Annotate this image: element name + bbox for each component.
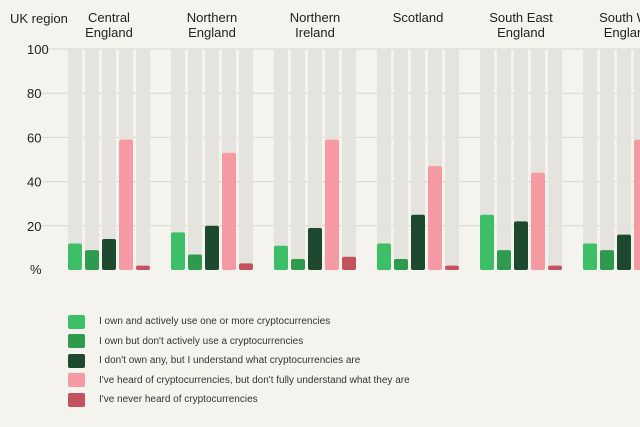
bar-background — [239, 49, 253, 270]
bar — [531, 172, 545, 270]
bar — [119, 139, 133, 270]
bar-background — [617, 49, 631, 270]
bar-background — [85, 49, 99, 270]
region-label-line: England — [85, 25, 133, 40]
bar — [239, 263, 253, 270]
bar — [411, 214, 425, 270]
legend-swatch — [68, 314, 85, 329]
bar — [497, 250, 511, 270]
bar-background — [308, 49, 322, 270]
region-label: Scotland — [393, 10, 444, 25]
bar-background — [102, 49, 116, 270]
region-label-line: England — [188, 25, 236, 40]
bar — [634, 139, 640, 270]
bar-background — [394, 49, 408, 270]
bar — [205, 225, 219, 270]
legend-item: I own but don't actively use a cryptocur… — [68, 332, 410, 352]
legend-item: I own and actively use one or more crypt… — [68, 312, 410, 332]
bar — [136, 265, 150, 270]
legend-label: I don't own any, but I understand what c… — [99, 355, 361, 367]
legend-swatch — [68, 353, 85, 368]
bar — [85, 250, 99, 270]
legend-label: I own but don't actively use a cryptocur… — [99, 335, 304, 347]
bar — [274, 245, 288, 270]
bar-background — [377, 49, 391, 270]
x-axis-title: UK region — [10, 11, 68, 26]
legend-label: I own and actively use one or more crypt… — [99, 316, 331, 328]
region-label: Central England — [85, 10, 133, 40]
bar-background — [274, 49, 288, 270]
legend-swatch — [68, 334, 85, 349]
bar-background — [497, 49, 511, 270]
region-label-line: Ireland — [295, 25, 335, 40]
y-unit-label: % — [30, 262, 42, 277]
region-label: Northern England — [187, 10, 238, 40]
y-tick-label: 60 — [27, 130, 41, 145]
bar-background — [342, 49, 356, 270]
y-tick-label: 80 — [27, 86, 41, 101]
region-label: South WEnglan — [599, 10, 640, 40]
bar-background — [600, 49, 614, 270]
region-label-line: Scotland — [393, 10, 444, 25]
y-tick-label: 40 — [27, 175, 41, 190]
bar-background — [136, 49, 150, 270]
legend-item: I've never heard of cryptocurrencies — [68, 390, 410, 410]
bar-background — [188, 49, 202, 270]
legend-label: I've heard of cryptocurrencies, but don'… — [99, 374, 410, 386]
region-label: Northern Ireland — [290, 10, 341, 40]
legend-item: I've heard of cryptocurrencies, but don'… — [68, 371, 410, 391]
bar — [291, 258, 305, 270]
bar — [325, 139, 339, 270]
bar-background — [445, 49, 459, 270]
legend-swatch — [68, 373, 85, 388]
bar — [308, 228, 322, 270]
region-label: South East England — [489, 10, 553, 40]
y-tick-label: 100 — [27, 42, 49, 57]
y-ticks: 20 40 60 80 100 — [27, 42, 49, 234]
bar-background — [291, 49, 305, 270]
bar — [222, 152, 236, 270]
bar — [102, 239, 116, 270]
legend-item: I don't own any, but I understand what c… — [68, 351, 410, 371]
legend-swatch — [68, 392, 85, 407]
region-label-line: Central — [88, 10, 130, 25]
bar — [394, 258, 408, 270]
region-label-line: South W — [599, 10, 640, 25]
y-tick-label: 20 — [27, 219, 41, 234]
bar — [445, 265, 459, 270]
bar — [548, 265, 562, 270]
bar-background — [68, 49, 82, 270]
bar — [171, 232, 185, 270]
legend-label: I've never heard of cryptocurrencies — [99, 394, 258, 406]
region-label-line: England — [497, 25, 545, 40]
region-label-line: Northern — [187, 10, 238, 25]
region-label-line: Northern — [290, 10, 341, 25]
bar — [583, 243, 597, 270]
region-label-line: South East — [489, 10, 553, 25]
bar — [480, 214, 494, 270]
bar-background — [548, 49, 562, 270]
bar — [377, 243, 391, 270]
bar — [514, 221, 528, 270]
bar-background — [205, 49, 219, 270]
bar — [600, 250, 614, 270]
bar — [342, 256, 356, 270]
legend: I own and actively use one or more crypt… — [68, 312, 410, 410]
bar-background — [171, 49, 185, 270]
bar-background — [583, 49, 597, 270]
bar-background — [514, 49, 528, 270]
bars — [68, 49, 640, 270]
region-label-line: Englan — [604, 25, 640, 40]
bar — [617, 234, 631, 270]
bar — [68, 243, 82, 270]
bar — [188, 254, 202, 270]
bar — [428, 166, 442, 270]
